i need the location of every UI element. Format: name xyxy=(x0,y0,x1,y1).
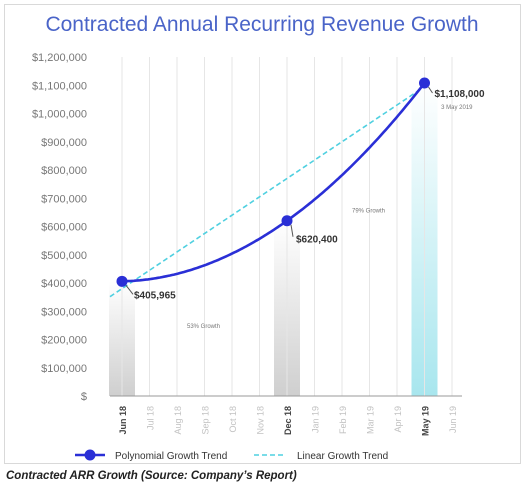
annotation-text: 53% Growth xyxy=(187,324,220,330)
data-label: $620,400 xyxy=(296,235,338,246)
polynomial-trend-line xyxy=(122,82,426,283)
y-tick-label: $200,000 xyxy=(41,335,87,347)
y-tick-label: $300,000 xyxy=(41,306,87,318)
x-tick-label: Jun 19 xyxy=(448,406,458,433)
x-tick-label: Aug 18 xyxy=(173,406,183,435)
x-tick-label: Sep 18 xyxy=(201,406,211,435)
x-tick-label: Dec 18 xyxy=(283,406,293,435)
y-tick-label: $400,000 xyxy=(41,278,87,290)
y-tick-label: $ xyxy=(81,391,87,403)
annotation-text: 3 May 2019 xyxy=(441,105,473,111)
y-tick-label: $500,000 xyxy=(41,250,87,262)
y-tick-label: $1,100,000 xyxy=(32,80,87,92)
x-tick-label: Nov 18 xyxy=(256,406,266,435)
y-tick-label: $700,000 xyxy=(41,193,87,205)
x-tick-label: Jul 18 xyxy=(146,406,156,430)
legend-poly-marker xyxy=(84,449,96,461)
x-tick-label: May 19 xyxy=(421,406,431,436)
label-leader xyxy=(125,285,134,295)
data-label: $1,108,000 xyxy=(435,89,485,100)
chart-frame: Contracted Annual Recurring Revenue Grow… xyxy=(4,4,521,464)
x-tick-label: Jun 18 xyxy=(118,406,128,435)
annotation-text: 79% Growth xyxy=(352,208,385,214)
data-point xyxy=(116,275,128,287)
chart-title: Contracted Annual Recurring Revenue Grow… xyxy=(45,13,478,36)
x-tick-label: Oct 18 xyxy=(228,406,238,433)
legend-poly-label: Polynomial Growth Trend xyxy=(115,451,227,462)
figure-caption: Contracted ARR Growth (Source: Company’s… xyxy=(6,470,297,482)
y-tick-label: $600,000 xyxy=(41,222,87,234)
arr-growth-chart: Contracted Annual Recurring Revenue Grow… xyxy=(32,13,485,462)
y-tick-label: $1,200,000 xyxy=(32,52,87,64)
data-point xyxy=(419,77,430,89)
y-tick-label: $100,000 xyxy=(41,363,87,375)
x-tick-label: Jan 19 xyxy=(311,406,321,433)
linear-trend-line xyxy=(109,85,425,298)
y-tick-label: $800,000 xyxy=(41,165,87,177)
label-leader xyxy=(290,224,294,237)
data-label: $405,965 xyxy=(134,290,176,301)
y-tick-label: $1,000,000 xyxy=(32,109,87,121)
x-tick-label: Mar 19 xyxy=(366,406,376,434)
x-tick-label: Apr 19 xyxy=(393,406,403,433)
label-leader xyxy=(428,86,433,94)
legend-linear-label: Linear Growth Trend xyxy=(297,451,388,462)
y-tick-label: $900,000 xyxy=(41,137,87,149)
x-tick-label: Feb 19 xyxy=(338,406,348,434)
data-point xyxy=(281,215,293,227)
